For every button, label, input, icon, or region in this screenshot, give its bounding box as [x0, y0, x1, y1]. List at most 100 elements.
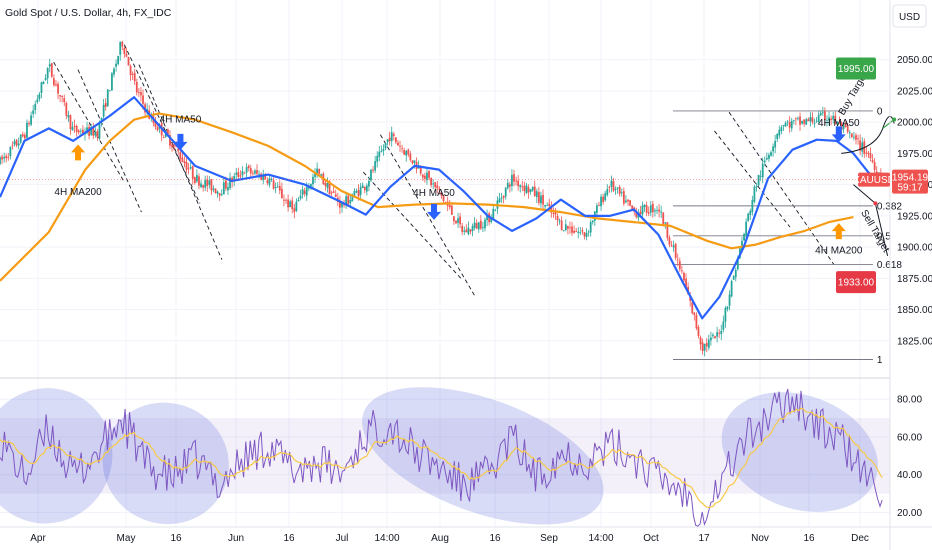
- candle-body: [156, 127, 159, 131]
- candle-body: [36, 99, 39, 103]
- candle-body: [133, 72, 136, 82]
- candle-body: [376, 155, 379, 162]
- candle-body: [363, 186, 366, 191]
- candle-body: [792, 120, 795, 121]
- candle-body: [216, 191, 219, 194]
- candle-body: [202, 185, 205, 188]
- candle-body: [198, 176, 200, 186]
- candle-body: [411, 160, 414, 164]
- candle-body: [712, 334, 714, 337]
- candle-body: [459, 216, 462, 225]
- candle-body: [278, 185, 281, 191]
- candle-body: [546, 205, 549, 207]
- candle-body: [809, 117, 812, 122]
- candle-body: [660, 211, 663, 213]
- candle-body: [714, 336, 716, 339]
- rsi-tick-label: 60.00: [897, 432, 922, 443]
- price-tick-label: 1975.00: [897, 149, 932, 160]
- time-axis[interactable]: Apr May 16 Jun 16 Jul 14:00 Aug 16 Sep 14:00 Oct 17 N…: [30, 533, 869, 544]
- ma200-line: [0, 112, 854, 282]
- candle-body: [428, 171, 430, 178]
- currency-label[interactable]: USD: [899, 12, 920, 23]
- candle-body: [728, 294, 731, 306]
- candle-body: [525, 185, 528, 193]
- candle-body: [784, 122, 787, 127]
- candle-body: [339, 201, 341, 208]
- candle-body: [819, 112, 822, 116]
- candle-body: [861, 142, 864, 152]
- candle-body: [513, 174, 515, 182]
- candle-body: [699, 337, 702, 345]
- candle-body: [830, 118, 833, 120]
- candle-body: [736, 257, 739, 270]
- candle-body: [204, 180, 207, 188]
- candle-body: [262, 175, 265, 181]
- candle-body: [229, 177, 231, 189]
- candle-body: [247, 165, 250, 168]
- candle-body: [34, 103, 37, 110]
- candle-body: [683, 273, 685, 281]
- candle-body: [666, 222, 669, 238]
- rsi-axis[interactable]: 80.00 60.00 40.00 20.00: [897, 395, 922, 519]
- candle-body: [533, 186, 536, 196]
- candle-body: [656, 209, 658, 211]
- candle-body: [314, 173, 316, 178]
- candle-body: [622, 191, 625, 204]
- candle-body: [413, 160, 416, 163]
- currency-button[interactable]: [892, 4, 927, 28]
- candle-body: [589, 222, 592, 233]
- candle-body: [670, 245, 673, 247]
- candle-body: [212, 188, 215, 190]
- candle-body: [23, 134, 26, 139]
- candle-body: [473, 222, 476, 228]
- candle-body: [200, 183, 202, 188]
- candle-body: [865, 152, 868, 154]
- candle-body: [587, 231, 590, 233]
- candle-body: [345, 196, 348, 206]
- candle-body: [1, 156, 3, 160]
- candle-body: [548, 203, 551, 206]
- candle-body: [573, 230, 576, 233]
- candle-body: [757, 175, 760, 186]
- candle-body: [658, 209, 660, 212]
- candle-body: [403, 150, 406, 155]
- candle-body: [558, 220, 561, 222]
- candle-body: [7, 157, 10, 159]
- channel-line: [53, 61, 125, 183]
- candle-body: [69, 115, 72, 130]
- candle-body: [305, 187, 308, 196]
- candle-body: [531, 186, 534, 191]
- candle-body: [409, 153, 412, 160]
- channel-line: [379, 134, 476, 298]
- candle-body: [846, 125, 849, 132]
- candle-body: [612, 180, 615, 191]
- annotation-label: 4H MA200: [815, 246, 863, 257]
- candle-body: [189, 167, 192, 169]
- candle-body: [523, 185, 526, 192]
- candle-body: [251, 173, 254, 175]
- arrow-down-icon: [427, 203, 442, 220]
- candle-body: [104, 102, 107, 107]
- candle-body: [552, 213, 555, 214]
- candle-body: [788, 121, 791, 128]
- time-tick-label: Apr: [30, 533, 46, 544]
- candle-body: [641, 205, 644, 215]
- candle-body: [328, 181, 331, 195]
- candle-body: [606, 188, 609, 195]
- time-tick-label: Oct: [643, 533, 659, 544]
- price-tick-label: 2000.00: [897, 118, 932, 129]
- candle-body: [268, 178, 271, 185]
- candle-body: [519, 185, 522, 188]
- candle-body: [811, 117, 814, 123]
- candle-body: [672, 245, 675, 248]
- candle-body: [631, 205, 634, 209]
- candle-body: [776, 134, 779, 140]
- candle-body: [57, 83, 59, 94]
- candle-body: [498, 198, 501, 203]
- candle-body: [815, 120, 818, 122]
- candle-body: [421, 174, 424, 178]
- candle-body: [765, 157, 768, 160]
- candle-body: [871, 159, 874, 162]
- candle-body: [426, 172, 428, 181]
